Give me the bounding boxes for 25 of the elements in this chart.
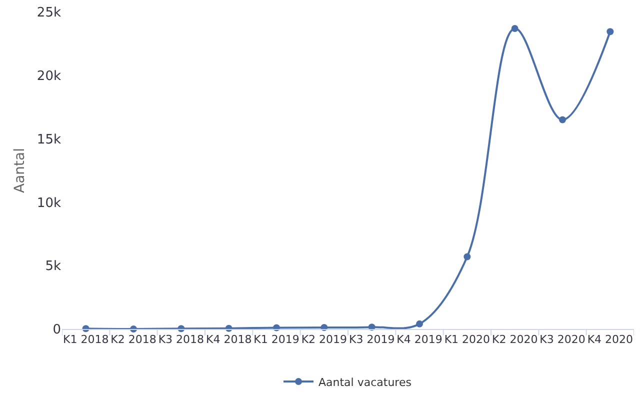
- y-axis-title: Aantal: [12, 148, 28, 193]
- y-tick-label: 0: [52, 322, 61, 338]
- point: [511, 24, 518, 32]
- x-tick-label: K2 2019: [301, 333, 348, 346]
- y-tick-label: 10k: [36, 196, 62, 211]
- x-tick-label: K1 2018: [62, 333, 109, 346]
- x-tick-label: K2 2018: [110, 333, 156, 346]
- x-tick-label: K4 2018: [206, 333, 252, 346]
- y-tick-label: 25k: [36, 6, 62, 21]
- x-tick-label: K1 2019: [254, 333, 300, 346]
- x-tick-label: K3 2019: [348, 333, 395, 346]
- point: [416, 320, 423, 328]
- y-tick-label: 20k: [36, 68, 62, 84]
- x-tick-label: K4 2019: [396, 333, 442, 346]
- x-tick-label: K2 2020: [492, 333, 538, 346]
- y-tick-label: 5k: [45, 259, 62, 274]
- x-tick-label: K3 2018: [158, 333, 204, 346]
- legend-label: Aantal vacatures: [318, 376, 412, 389]
- x-tick-label: K3 2020: [540, 333, 586, 346]
- x-tick-label: K1 2020: [444, 333, 490, 346]
- y-tick-label: 15k: [36, 132, 62, 148]
- x-tick-label: K4 2020: [587, 333, 634, 346]
- point: [559, 116, 566, 124]
- point: [606, 28, 614, 36]
- point: [464, 253, 471, 260]
